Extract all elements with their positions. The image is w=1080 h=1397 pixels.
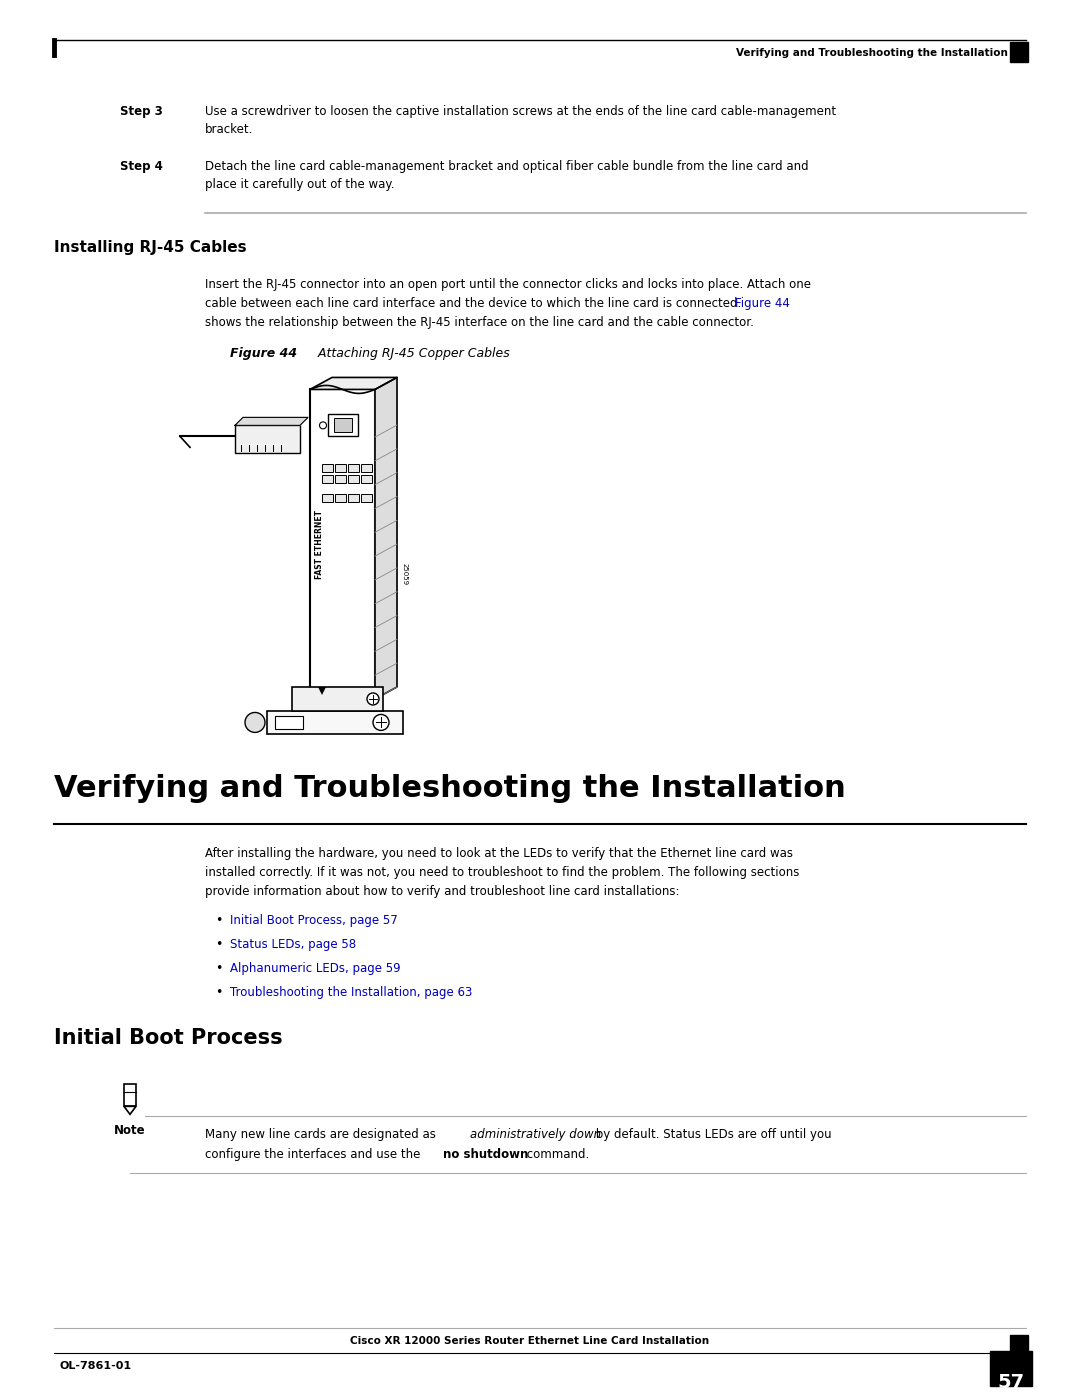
Text: •: • [215,961,222,975]
Bar [361,495,372,503]
Text: 25059: 25059 [402,563,408,585]
Text: shows the relationship between the RJ-45 interface on the line card and the cabl: shows the relationship between the RJ-45… [205,316,754,328]
Bar [335,475,346,483]
Bar [1010,42,1028,61]
Circle shape [373,714,389,731]
Bar [275,715,303,729]
Bar [348,464,359,472]
Polygon shape [375,377,397,698]
Text: Figure 44: Figure 44 [735,296,789,310]
Bar [292,687,383,711]
Text: •: • [215,914,222,926]
Text: FAST ETHERNET: FAST ETHERNET [315,510,324,578]
Bar [361,464,372,472]
Text: Installing RJ-45 Cables: Installing RJ-45 Cables [54,240,246,254]
Polygon shape [318,687,326,694]
Text: Note: Note [114,1125,146,1137]
Text: 57: 57 [998,1373,1025,1391]
Text: Figure 44: Figure 44 [230,348,297,360]
Text: configure the interfaces and use the: configure the interfaces and use the [205,1148,424,1161]
Bar [310,390,375,698]
Text: Verifying and Troubleshooting the Installation: Verifying and Troubleshooting the Instal… [737,47,1008,57]
Text: command.: command. [523,1148,590,1161]
Text: Step 4: Step 4 [120,159,163,173]
Bar [361,475,372,483]
Bar [334,418,352,432]
Text: After installing the hardware, you need to look at the LEDs to verify that the E: After installing the hardware, you need … [205,847,793,859]
Text: Attaching RJ-45 Copper Cables: Attaching RJ-45 Copper Cables [302,348,510,360]
Bar [348,495,359,503]
Text: OL-7861-01: OL-7861-01 [60,1361,132,1370]
Text: Step 3: Step 3 [120,105,163,117]
Text: Verifying and Troubleshooting the Installation: Verifying and Troubleshooting the Instal… [54,774,846,803]
Text: •: • [215,985,222,999]
Bar [235,425,300,454]
Polygon shape [310,377,397,390]
Circle shape [245,712,265,732]
Text: Status LEDs, page 58: Status LEDs, page 58 [230,937,356,950]
Text: no shutdown: no shutdown [443,1148,528,1161]
Text: Many new line cards are designated as: Many new line cards are designated as [205,1129,440,1141]
Text: administratively down: administratively down [470,1129,602,1141]
Text: •: • [215,937,222,950]
Bar [335,464,346,472]
Bar [328,415,357,436]
Text: Cisco XR 12000 Series Router Ethernet Line Card Installation: Cisco XR 12000 Series Router Ethernet Li… [350,1336,710,1347]
Text: Troubleshooting the Installation, page 63: Troubleshooting the Installation, page 6… [230,985,472,999]
Circle shape [367,693,379,705]
Polygon shape [235,418,308,425]
Text: Insert the RJ-45 connector into an open port until the connector clicks and lock: Insert the RJ-45 connector into an open … [205,278,811,291]
Text: Alphanumeric LEDs, page 59: Alphanumeric LEDs, page 59 [230,961,401,975]
Bar [267,711,403,733]
Bar [322,475,333,483]
Text: installed correctly. If it was not, you need to troubleshoot to find the problem: installed correctly. If it was not, you … [205,866,799,879]
Text: provide information about how to verify and troubleshoot line card installations: provide information about how to verify … [205,884,679,898]
Text: Detach the line card cable-management bracket and optical fiber cable bundle fro: Detach the line card cable-management br… [205,159,809,191]
Text: Initial Boot Process: Initial Boot Process [54,1028,283,1049]
Bar [335,495,346,503]
Text: Use a screwdriver to loosen the captive installation screws at the ends of the l: Use a screwdriver to loosen the captive … [205,105,836,136]
Text: cable between each line card interface and the device to which the line card is : cable between each line card interface a… [205,296,745,310]
Bar [990,1351,1032,1386]
Text: Initial Boot Process, page 57: Initial Boot Process, page 57 [230,914,397,926]
Bar [1010,1336,1028,1354]
Bar [322,464,333,472]
Text: by default. Status LEDs are off until you: by default. Status LEDs are off until yo… [592,1129,832,1141]
Bar [322,495,333,503]
Bar [348,475,359,483]
